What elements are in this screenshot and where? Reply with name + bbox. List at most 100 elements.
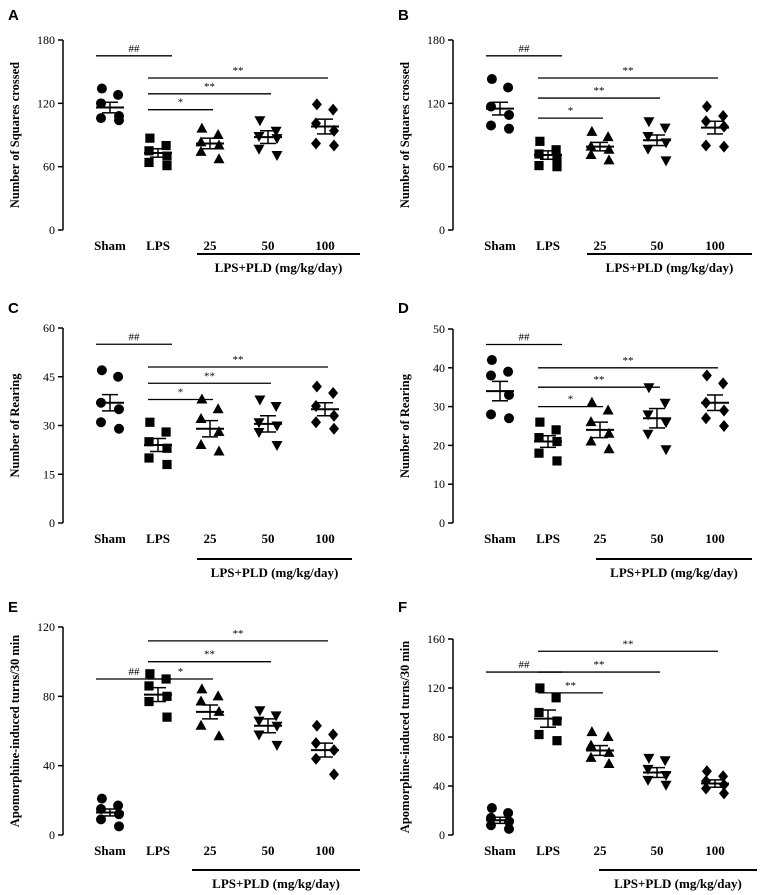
data-point-triangle-up (585, 149, 597, 160)
data-point-square (535, 417, 545, 427)
data-point-triangle-up (196, 683, 208, 694)
data-point-circle (96, 793, 107, 804)
x-tick-label: LPS (536, 843, 560, 858)
data-point-diamond (701, 115, 711, 128)
data-point-triangle-up (603, 427, 615, 438)
data-point-square (144, 696, 154, 707)
data-point-triangle-down (660, 156, 672, 167)
data-point-triangle-up (212, 129, 224, 139)
data-point-circle (486, 355, 497, 366)
series-sham (96, 793, 124, 832)
data-point-circle (113, 371, 124, 382)
x-tick-label: 100 (705, 843, 725, 858)
data-point-triangle-down (253, 144, 265, 155)
series-100 (701, 765, 729, 800)
series-100 (701, 100, 729, 153)
y-tick-label: 0 (49, 516, 55, 530)
data-point-diamond (701, 782, 711, 795)
data-point-circle (504, 823, 514, 834)
x-tick-label: 50 (651, 843, 664, 858)
data-point-circle (486, 820, 496, 831)
series-sham (486, 803, 514, 834)
data-point-triangle-down (253, 730, 265, 741)
series-25 (585, 726, 615, 768)
group-label: LPS+PLD (mg/kg/day) (614, 876, 742, 891)
series-25 (195, 122, 225, 164)
data-point-circle (96, 814, 106, 825)
significance-label: ** (594, 659, 605, 671)
y-tick-label: 0 (439, 516, 445, 530)
panel-label: F (398, 599, 407, 616)
significance-label: ** (594, 374, 605, 386)
y-tick-label: 40 (433, 361, 445, 375)
data-point-circle (504, 123, 514, 134)
data-point-triangle-down (660, 445, 672, 456)
x-tick-label: LPS (146, 843, 170, 858)
significance-label: ** (233, 65, 244, 77)
y-tick-label: 30 (433, 400, 445, 414)
data-point-diamond (311, 737, 321, 750)
data-point-circle (96, 98, 106, 109)
x-tick-label: 25 (204, 531, 218, 546)
series-sham (486, 74, 514, 134)
series-25 (585, 125, 615, 165)
data-point-triangle-up (603, 757, 615, 768)
data-point-square (144, 157, 154, 168)
significance-label: * (568, 394, 574, 406)
series-100 (311, 98, 339, 152)
y-axis-label: Number of Rearing (398, 373, 412, 478)
data-point-circle (96, 113, 106, 124)
data-point-triangle-up (195, 413, 207, 423)
panel-label: C (8, 300, 19, 317)
data-point-diamond (311, 719, 322, 732)
y-tick-label: 60 (43, 321, 55, 335)
data-point-triangle-up (195, 145, 207, 156)
series-lps (534, 683, 562, 746)
data-point-triangle-up (195, 719, 207, 730)
significance-label: ## (519, 43, 531, 55)
significance-label: ** (233, 354, 244, 366)
data-point-diamond (311, 137, 321, 150)
x-tick-label: 25 (594, 843, 608, 858)
x-tick-label: Sham (484, 843, 516, 858)
data-point-triangle-down (643, 753, 655, 764)
data-point-triangle-up (213, 139, 225, 150)
x-tick-label: 25 (204, 843, 218, 858)
y-tick-label: 0 (439, 828, 445, 842)
data-point-triangle-up (212, 403, 224, 414)
data-point-square (145, 417, 155, 427)
data-point-square (551, 425, 561, 435)
y-tick-label: 15 (43, 467, 55, 481)
data-point-triangle-up (586, 125, 598, 136)
x-tick-label: Sham (94, 843, 126, 858)
panel-e: E 0 40 80 120 Apomorphine-induced turns/30 mi… (8, 599, 360, 891)
group-label: LPS+PLD (mg/kg/day) (212, 876, 340, 891)
significance-label: ** (565, 680, 576, 692)
data-point-triangle-up (586, 396, 598, 407)
data-point-square (161, 140, 171, 151)
data-point-square (552, 153, 562, 163)
x-tick-label: LPS (536, 531, 560, 546)
panel-a: A 0 60 120 180 Number of Squares crossed Sham L… (8, 7, 360, 275)
significance-label: ## (519, 659, 531, 671)
series-100 (311, 719, 339, 781)
data-point-diamond (701, 412, 711, 425)
x-tick-label: Sham (484, 238, 516, 253)
series-25 (195, 393, 225, 456)
x-tick-label: Sham (94, 238, 126, 253)
data-point-triangle-down (271, 441, 283, 451)
group-label: LPS+PLD (mg/kg/day) (211, 565, 339, 580)
y-tick-label: 80 (433, 730, 445, 744)
data-point-triangle-down (659, 756, 671, 767)
data-point-square (534, 707, 544, 718)
y-tick-label: 50 (433, 322, 445, 336)
series-sham (486, 355, 514, 424)
data-point-triangle-down (271, 134, 283, 145)
series-100 (701, 369, 729, 432)
x-tick-label: 50 (651, 238, 664, 253)
y-axis-label: Apomorphine-induced turns/30 min (8, 635, 22, 827)
data-point-triangle-down (254, 116, 266, 127)
y-tick-label: 40 (433, 779, 445, 793)
data-point-circle (503, 82, 514, 93)
data-point-circle (504, 413, 514, 424)
